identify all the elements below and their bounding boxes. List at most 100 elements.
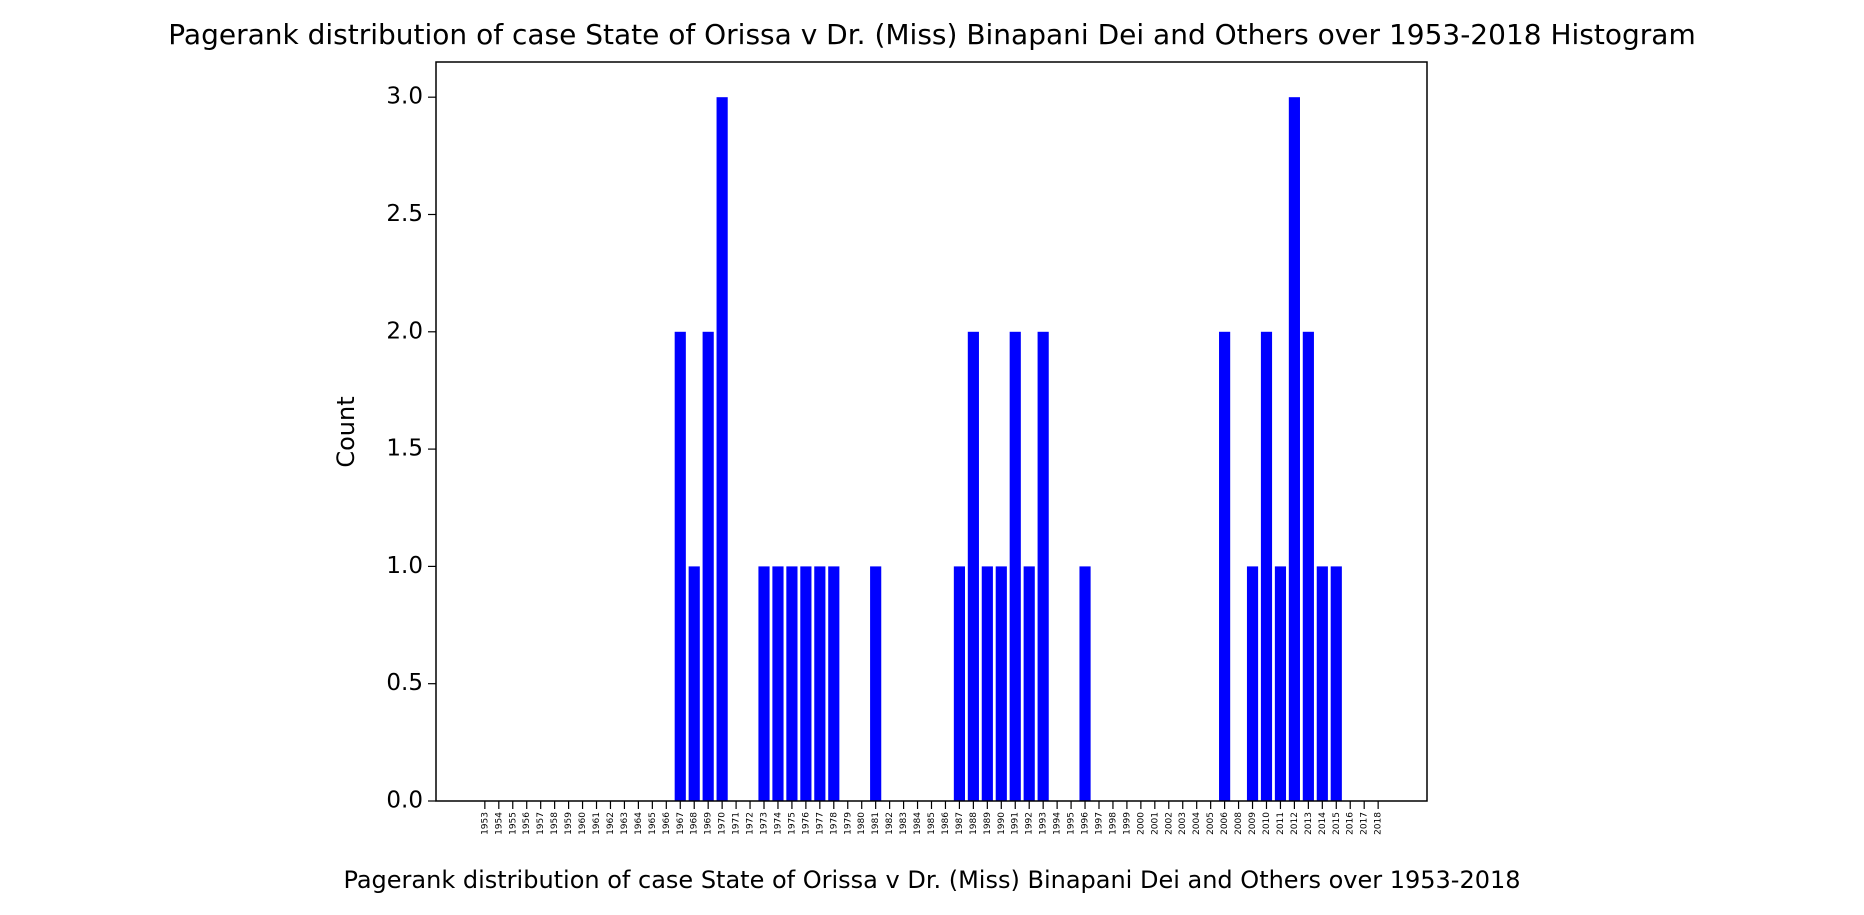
x-tick-label: 1990 — [997, 812, 1007, 835]
x-tick-label: 1991 — [1011, 812, 1021, 835]
x-tick-label: 1954 — [494, 812, 504, 835]
x-tick-label: 2018 — [1374, 812, 1384, 835]
x-tick-label: 2013 — [1304, 812, 1314, 835]
bar — [1079, 566, 1091, 801]
x-tick-label: 1965 — [648, 812, 658, 835]
bar — [800, 566, 812, 801]
x-tick-label: 1953 — [480, 812, 490, 835]
x-tick-label: 1993 — [1039, 812, 1049, 835]
x-tick-label: 2008 — [1234, 812, 1244, 835]
x-tick-label: 1972 — [746, 812, 756, 835]
x-tick-label: 1985 — [927, 812, 937, 835]
x-tick-label: 1958 — [550, 812, 560, 835]
x-tick-label: 1966 — [662, 812, 672, 835]
bar — [786, 566, 798, 801]
bar — [1037, 331, 1049, 801]
x-tick-label: 1964 — [634, 812, 644, 835]
y-axis-label: Count — [332, 396, 360, 467]
x-tick-label: 2011 — [1276, 812, 1286, 835]
y-tick-label: 2.5 — [386, 201, 423, 227]
x-tick-label: 1997 — [1094, 812, 1104, 835]
x-tick-label: 1974 — [773, 812, 783, 835]
plot-frame — [435, 61, 1428, 802]
x-tick-label: 1963 — [620, 812, 630, 835]
bar — [1330, 566, 1342, 801]
bar — [772, 566, 784, 801]
x-tick-label: 2017 — [1360, 812, 1370, 835]
x-tick-label: 1976 — [801, 812, 811, 835]
x-tick-label: 2012 — [1290, 812, 1300, 835]
x-tick-label: 2004 — [1192, 812, 1202, 835]
bar — [981, 566, 993, 801]
x-tick-label: 1973 — [760, 812, 770, 835]
x-tick-label: 2016 — [1346, 812, 1356, 835]
x-tick-label: 1987 — [955, 812, 965, 835]
y-tick-label: 0.0 — [386, 788, 423, 814]
x-tick-label: 1975 — [787, 812, 797, 835]
x-tick-label: 1989 — [983, 812, 993, 835]
bar — [688, 566, 700, 801]
bar — [674, 331, 686, 801]
x-tick-label: 2003 — [1178, 812, 1188, 835]
bar — [716, 97, 728, 801]
bar — [828, 566, 840, 801]
x-tick-label: 1955 — [508, 812, 518, 835]
x-tick-label: 1984 — [913, 812, 923, 835]
bar — [1246, 566, 1259, 801]
y-tick-label: 1.5 — [386, 436, 423, 462]
x-tick-label: 1981 — [871, 812, 881, 835]
x-tick-label: 2010 — [1262, 812, 1272, 835]
x-tick-label: 1995 — [1067, 812, 1077, 835]
bar — [870, 566, 882, 801]
bar — [758, 566, 770, 801]
x-tick-label: 1967 — [676, 812, 686, 835]
x-tick-label: 1994 — [1053, 812, 1063, 835]
x-tick-label: 1968 — [690, 812, 700, 835]
bar — [1274, 566, 1287, 801]
x-tick-label: 2014 — [1318, 812, 1328, 835]
y-tick-label: 1.0 — [386, 553, 423, 579]
x-tick-label: 1986 — [941, 812, 951, 835]
bar — [995, 566, 1007, 801]
x-tick-label: 1996 — [1081, 812, 1091, 835]
x-tick-label: 1978 — [829, 812, 839, 835]
bar — [1023, 566, 1035, 801]
x-tick-label: 1961 — [592, 812, 602, 835]
x-tick-label: 2001 — [1150, 812, 1160, 835]
x-tick-label: 1971 — [732, 812, 742, 835]
x-tick-label: 2000 — [1136, 812, 1146, 835]
x-tick-label: 1988 — [969, 812, 979, 835]
x-tick-label: 1979 — [843, 812, 853, 835]
x-tick-label: 1959 — [564, 812, 574, 835]
x-tick-label: 1960 — [578, 812, 588, 835]
y-tick-label: 2.0 — [386, 318, 423, 344]
bar — [1219, 331, 1231, 801]
x-tick-label: 2005 — [1206, 812, 1216, 835]
x-tick-label: 1970 — [718, 812, 728, 835]
x-tick-label: 1956 — [522, 812, 532, 835]
chart-title: Pagerank distribution of case State of O… — [168, 18, 1695, 51]
y-tick-label: 3.0 — [386, 84, 423, 110]
bar — [814, 566, 826, 801]
x-tick-label: 2009 — [1248, 812, 1258, 835]
bar — [1316, 566, 1328, 801]
x-tick-label: 1983 — [899, 812, 909, 835]
bar — [702, 331, 714, 801]
bar — [1009, 331, 1021, 801]
x-tick-label: 1969 — [704, 812, 714, 835]
x-tick-label: 1957 — [536, 812, 546, 835]
bar — [1288, 97, 1300, 801]
x-tick-label: 1977 — [815, 812, 825, 835]
x-tick-label: 1980 — [857, 812, 867, 835]
x-tick-label: 1999 — [1122, 812, 1132, 835]
x-tick-label: 1982 — [885, 812, 895, 835]
bar — [953, 566, 965, 801]
x-tick-label: 2006 — [1220, 812, 1230, 835]
bar — [967, 331, 979, 801]
y-tick-label: 0.5 — [386, 670, 423, 696]
bar — [1260, 331, 1273, 801]
x-tick-label: 1992 — [1025, 812, 1035, 835]
x-tick-label: 1962 — [606, 812, 616, 835]
x-tick-label: 2002 — [1164, 812, 1174, 835]
